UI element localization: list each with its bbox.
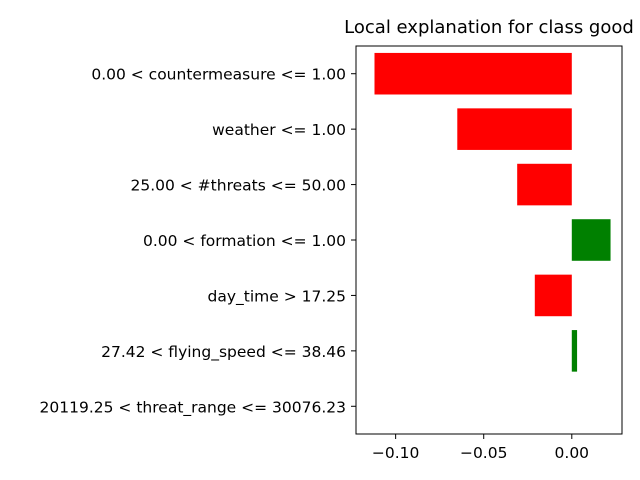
y-tick-label-5: 27.42 < flying_speed <= 38.46 — [101, 343, 346, 362]
y-tick-label-2: 25.00 < #threats <= 50.00 — [130, 177, 346, 195]
chart-title: Local explanation for class good — [344, 17, 634, 38]
y-tick-label-3: 0.00 < formation <= 1.00 — [143, 232, 346, 250]
x-tick-label-1: −0.05 — [460, 444, 508, 462]
bar-2 — [517, 163, 572, 206]
bar-3 — [571, 219, 611, 261]
x-axis: −0.10 −0.05 0.00 — [372, 434, 589, 462]
y-tick-label-6: 20119.25 < threat_range <= 30076.23 — [40, 398, 346, 417]
bar-5 — [571, 330, 578, 372]
x-tick-label-2: 0.00 — [555, 444, 590, 462]
y-tick-label-1: weather <= 1.00 — [212, 121, 346, 139]
x-tick-label-0: −0.10 — [372, 444, 420, 462]
y-axis: 0.00 < countermeasure <= 1.00 weather <= … — [40, 66, 356, 417]
y-tick-label-0: 0.00 < countermeasure <= 1.00 — [91, 66, 346, 84]
bar-0 — [374, 52, 572, 95]
y-tick-label-4: day_time > 17.25 — [208, 287, 347, 306]
bar-4 — [534, 274, 572, 317]
bars-layer — [374, 52, 611, 372]
bar-1 — [457, 108, 572, 150]
